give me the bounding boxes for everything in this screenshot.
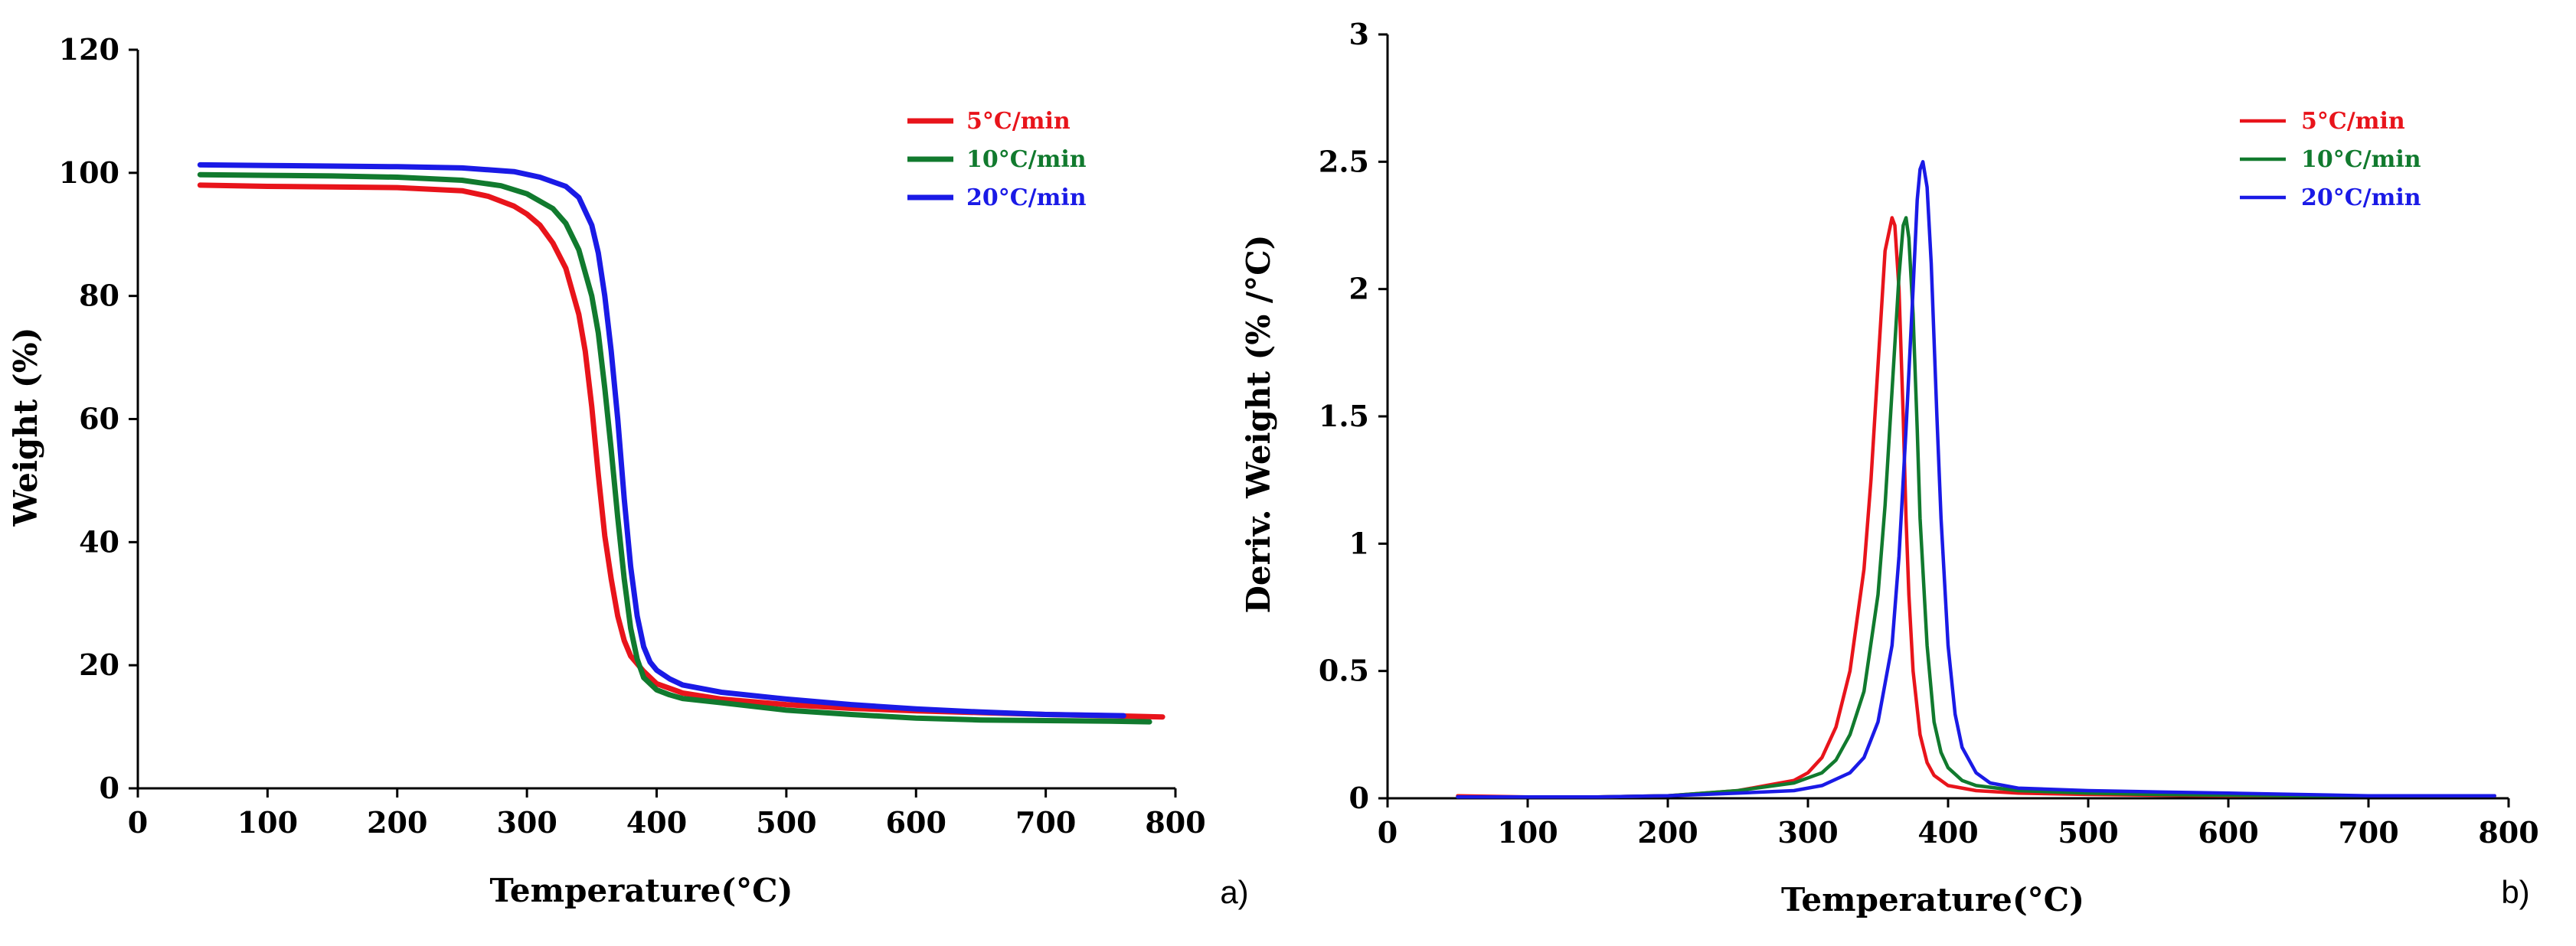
x-tick-label: 0 bbox=[1378, 815, 1398, 850]
y-tick-label: 0 bbox=[1349, 781, 1369, 815]
x-tick-label: 300 bbox=[1777, 815, 1838, 850]
x-tick-label: 600 bbox=[2198, 815, 2258, 850]
legend-entry: 5°C/min bbox=[2301, 108, 2405, 135]
series-line-10cmin bbox=[197, 171, 1152, 725]
legend-entry: 5°C/min bbox=[966, 108, 1071, 135]
series-line-5cmin bbox=[197, 182, 1165, 720]
chart-panel-b: 0 100 200 300 400 500 600 700 800 0 0.5 1 1.5 2 2.5 3 Te… bbox=[1240, 17, 2539, 918]
x-tick-label: 400 bbox=[1917, 815, 1978, 850]
y-tick-label: 1.5 bbox=[1319, 399, 1369, 433]
x-tick-label: 400 bbox=[626, 805, 687, 840]
x-tick-label: 200 bbox=[1637, 815, 1698, 850]
y-tick-label: 2 bbox=[1349, 272, 1369, 306]
y-tick-label: 2.5 bbox=[1319, 144, 1369, 178]
y-tick-label: 0.5 bbox=[1319, 654, 1369, 688]
x-tick-label: 200 bbox=[367, 805, 427, 840]
x-tick-label: 300 bbox=[496, 805, 557, 840]
series-line-10cmin bbox=[1456, 216, 2483, 799]
y-tick-label: 0 bbox=[100, 771, 119, 805]
series-line-20cmin bbox=[1456, 160, 2496, 799]
y-tick-label: 60 bbox=[79, 402, 119, 436]
y-tick-label: 1 bbox=[1349, 526, 1369, 560]
x-tick-label: 700 bbox=[1015, 805, 1076, 840]
panel-label: b) bbox=[2501, 874, 2529, 910]
x-tick-label: 500 bbox=[2058, 815, 2118, 850]
y-tick-label: 20 bbox=[79, 648, 119, 682]
x-tick-label: 500 bbox=[756, 805, 816, 840]
legend-entry: 20°C/min bbox=[966, 184, 1087, 211]
y-tick-label: 100 bbox=[59, 155, 119, 190]
legend-entry: 20°C/min bbox=[2301, 184, 2421, 211]
y-tick-label: 120 bbox=[59, 32, 119, 67]
legend-entry: 10°C/min bbox=[966, 146, 1087, 173]
x-tick-label: 0 bbox=[128, 805, 148, 840]
y-axis-label: Weight (%) bbox=[7, 328, 44, 527]
legend-entry: 10°C/min bbox=[2301, 146, 2421, 173]
x-tick-label: 600 bbox=[886, 805, 946, 840]
y-axis-label: Deriv. Weight (% /°C) bbox=[1240, 234, 1277, 613]
legend: 5°C/min 10°C/min 20°C/min bbox=[907, 108, 1087, 211]
panel-label: a) bbox=[1220, 874, 1248, 910]
chart-panel-a: 0 100 200 300 400 500 600 700 800 0 20 40 60 80 100 120… bbox=[7, 32, 1249, 910]
legend: 5°C/min 10°C/min 20°C/min bbox=[2240, 108, 2421, 211]
x-axis-label: Temperature(°C) bbox=[490, 872, 793, 909]
series-line-5cmin bbox=[1456, 216, 2496, 799]
x-tick-label: 700 bbox=[2338, 815, 2398, 850]
x-tick-label: 800 bbox=[1145, 805, 1205, 840]
series-line-20cmin bbox=[197, 161, 1126, 719]
y-tick-label: 40 bbox=[79, 524, 119, 559]
x-tick-label: 800 bbox=[2478, 815, 2538, 850]
x-tick-label: 100 bbox=[1497, 815, 1558, 850]
y-tick-label: 3 bbox=[1349, 17, 1369, 51]
y-tick-label: 80 bbox=[79, 279, 119, 313]
x-tick-label: 100 bbox=[237, 805, 298, 840]
x-axis-label: Temperature(°C) bbox=[1781, 881, 2084, 918]
